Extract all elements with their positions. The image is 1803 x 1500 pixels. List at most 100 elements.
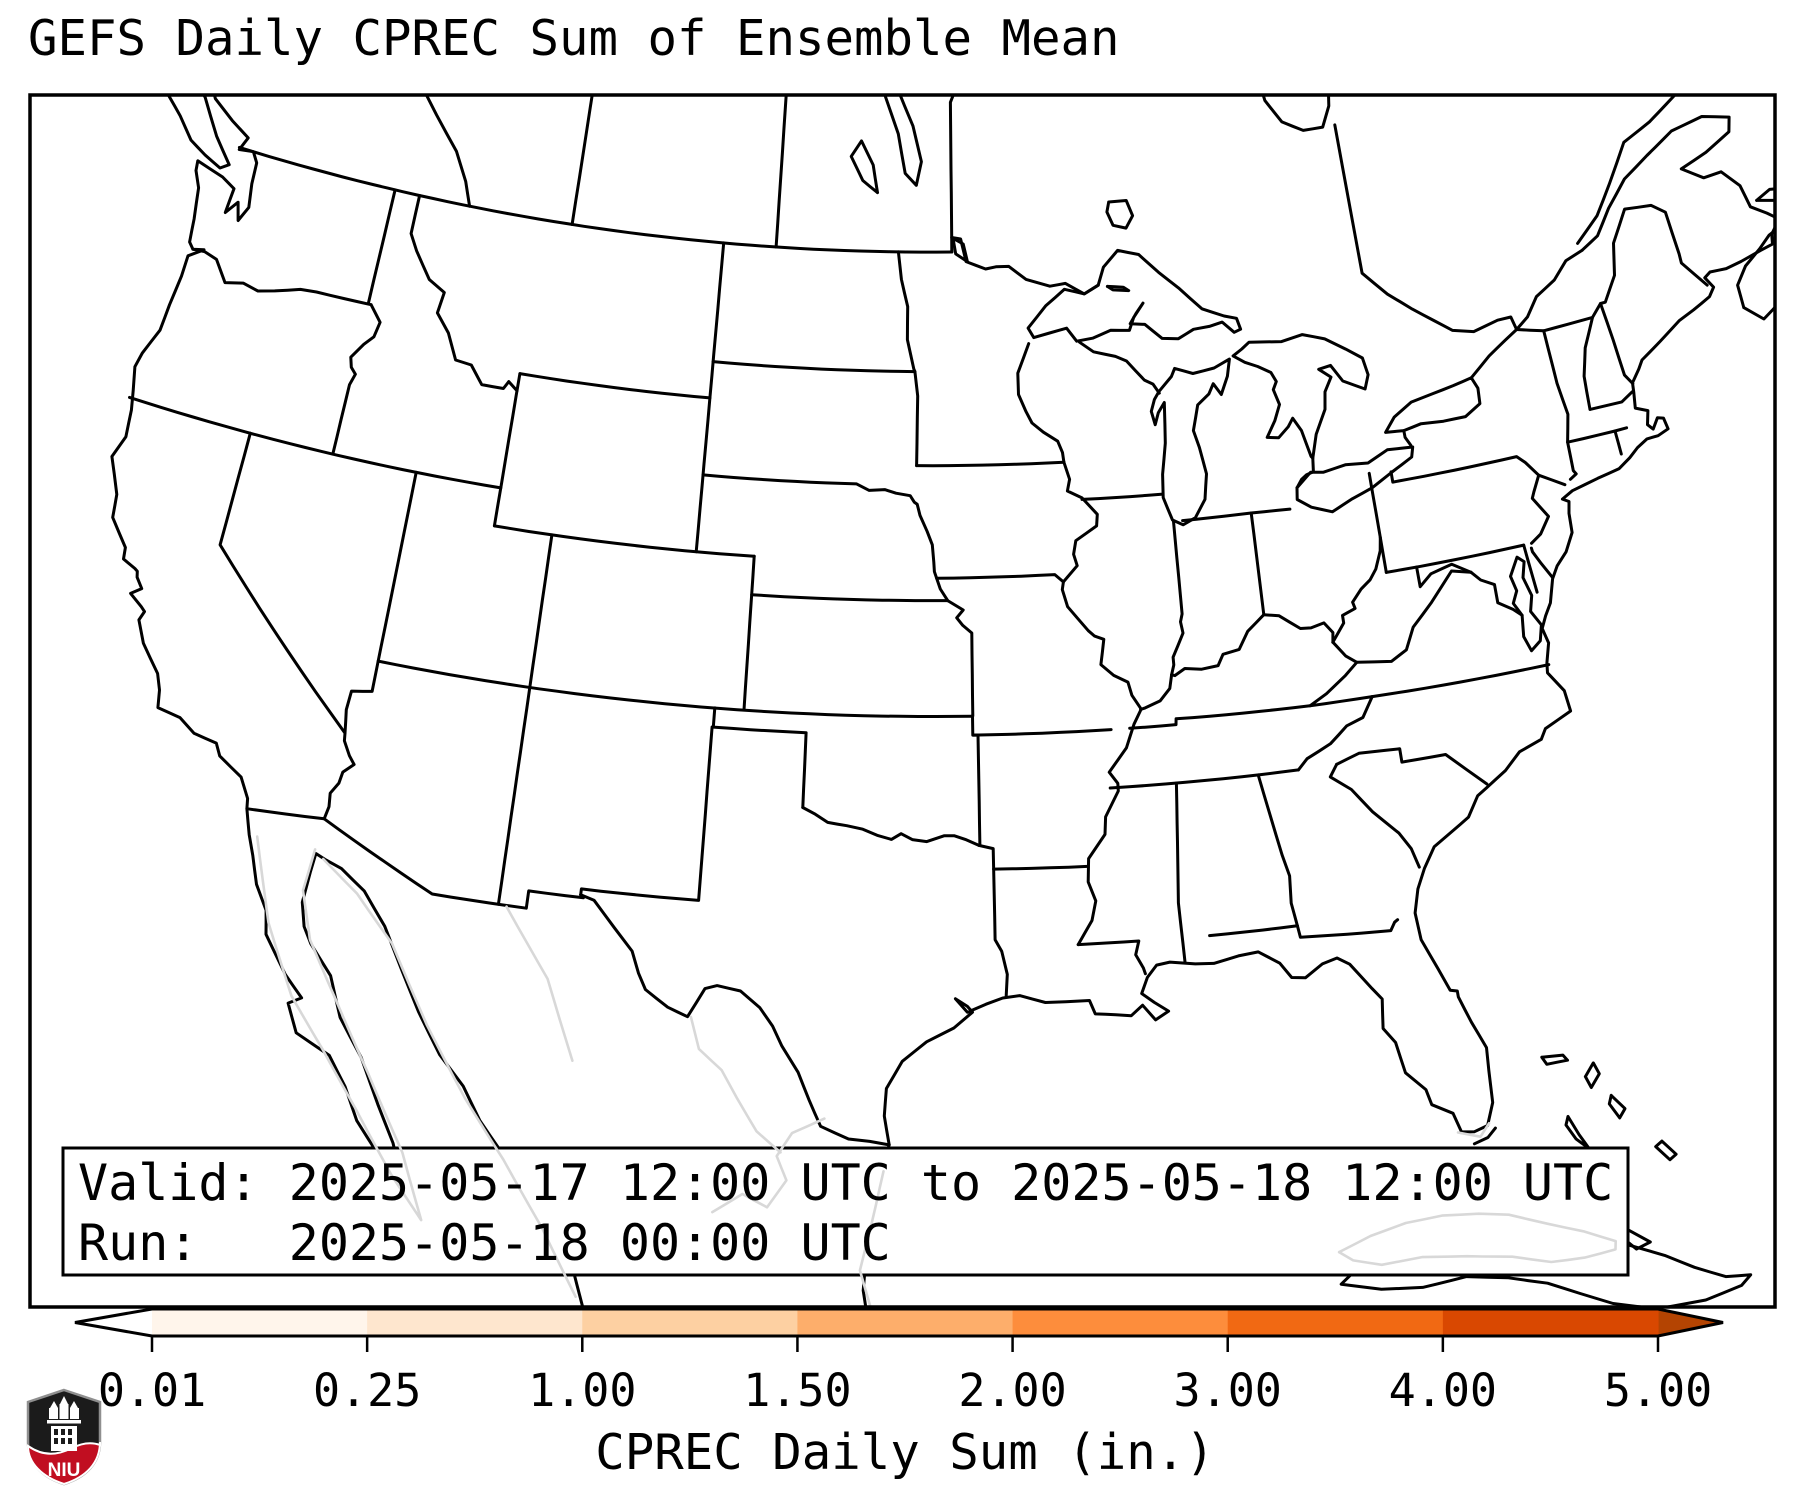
border-path [1170, 519, 1185, 677]
border-path [1384, 543, 1526, 574]
border-path [1736, 228, 1775, 321]
colorbar-tick-label: 3.00 [1173, 1364, 1282, 1417]
coastline-and-state-borders [110, 95, 1775, 1307]
colorbar-segment [582, 1309, 799, 1336]
colorbar-over-arrow [1658, 1309, 1723, 1336]
border-path [1105, 199, 1135, 230]
border-path [1105, 284, 1131, 293]
border-path [1402, 429, 1413, 447]
border-path [1588, 390, 1634, 411]
border-path [1515, 203, 1709, 333]
niu-red-band [26, 1441, 101, 1486]
border-path [1367, 471, 1388, 574]
border-path [1509, 555, 1543, 653]
valid-run-info-box [61, 1146, 1630, 1277]
border-path [1469, 570, 1524, 617]
border-path [1208, 924, 1299, 938]
border-path [166, 95, 231, 170]
colorbar-segment [1227, 1309, 1444, 1336]
border-path [1472, 1126, 1497, 1146]
border-path [218, 431, 356, 821]
border-path [849, 139, 879, 195]
border-path [424, 95, 472, 208]
border-path [518, 372, 712, 400]
border-path [1170, 613, 1266, 678]
border-path [128, 395, 503, 490]
gray-border-path [1456, 1121, 1491, 1138]
border-path [1076, 939, 1147, 976]
border-path [694, 241, 726, 554]
colorbar-under-arrow [75, 1309, 152, 1336]
border-path [1295, 918, 1400, 939]
figure-title: GEFS Daily CPREC Sum of Ensemble Mean [28, 10, 1120, 67]
valid-time-text: Valid: 2025-05-17 12:00 UTC to 2025-05-1… [78, 1154, 1614, 1212]
border-path [1580, 115, 1775, 252]
border-path [343, 470, 418, 735]
niu-logo: NIU [26, 1388, 102, 1486]
border-path [951, 236, 969, 264]
gray-border-path [505, 905, 574, 1062]
border-path [110, 95, 584, 1307]
gray-border-path [689, 1015, 782, 1154]
border-path [1249, 511, 1266, 617]
border-path [1607, 1093, 1627, 1120]
colorbar-segment [152, 1309, 368, 1336]
colorbar [74, 1307, 1724, 1352]
border-path [711, 706, 808, 809]
border-path [1078, 340, 1161, 395]
colorbar-tick-label: 1.50 [743, 1364, 852, 1417]
niu-logo-text: NIU [48, 1460, 81, 1481]
border-path [492, 372, 522, 528]
border-path [1256, 773, 1299, 928]
border-path [801, 806, 981, 847]
border-path [1262, 613, 1335, 644]
border-path [1308, 640, 1359, 708]
border-path [376, 659, 974, 718]
border-path [896, 250, 920, 468]
border-path [992, 864, 1089, 871]
border-path [861, 232, 1774, 1307]
border-path [1355, 569, 1473, 664]
colorbar-tick-label: 1.00 [528, 1364, 637, 1417]
border-path [971, 714, 982, 847]
border-path [1384, 376, 1482, 434]
border-path [579, 893, 891, 1147]
border-path [1389, 455, 1550, 545]
border-path [409, 194, 519, 393]
border-path [1181, 507, 1292, 523]
gray-border-path [858, 1170, 885, 1307]
border-path [1566, 426, 1629, 444]
colorbar-tick-label: 2.00 [958, 1364, 1067, 1417]
colorbar-segment [367, 1309, 583, 1336]
border-path [1261, 95, 1331, 132]
gray-border-path [321, 857, 577, 1298]
border-path [701, 473, 950, 603]
border-path [1139, 673, 1174, 711]
border-path [570, 95, 594, 226]
border-path [1522, 543, 1539, 594]
border-path [1149, 357, 1231, 527]
gray-border-path [255, 835, 423, 1222]
border-path [711, 360, 917, 374]
border-path [1654, 1139, 1678, 1162]
border-path [1583, 1061, 1601, 1089]
border-path [1333, 123, 1519, 334]
border-path [883, 95, 923, 187]
border-path [1296, 695, 1374, 772]
border-path [1564, 1115, 1591, 1151]
border-path [366, 188, 397, 306]
border-path [1599, 302, 1635, 386]
border-path [915, 460, 1066, 468]
border-path [1542, 329, 1578, 481]
colorbar-tick-label: 0.01 [97, 1364, 207, 1417]
colorbar-segment [1442, 1309, 1659, 1336]
border-path [1613, 429, 1623, 456]
border-path [1060, 460, 1143, 947]
border-path [579, 725, 714, 902]
border-path [1108, 768, 1300, 790]
niu-castle-windows [54, 1429, 72, 1444]
colorbar-segment [797, 1309, 1014, 1336]
border-path [950, 236, 1100, 296]
